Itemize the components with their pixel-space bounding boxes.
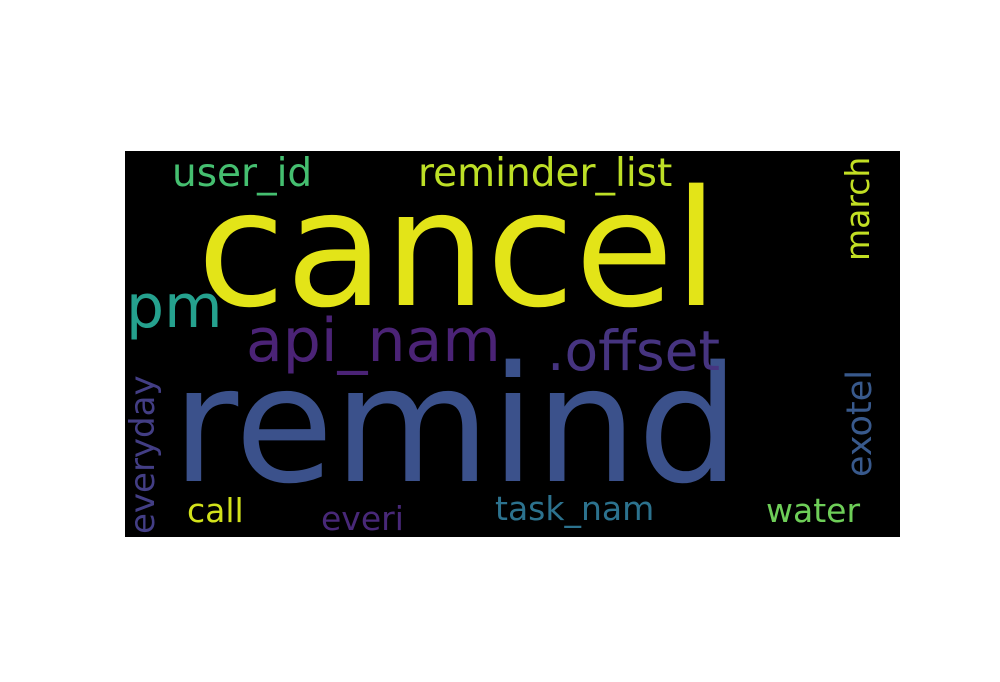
word-user-id: user_id [172,151,313,196]
word-call: call [187,491,244,530]
word-everyday: everyday [125,375,163,534]
word-cancel: cancel [197,156,719,343]
word-task-nam: task_nam [495,489,655,528]
word-remind: remind [172,332,740,519]
word-everi: everi [321,499,404,537]
word-offset: .offset [547,319,721,383]
word-water: water [766,491,861,530]
word-api-nam: api_nam [246,306,501,376]
word-cloud-canvas: cancel remind user_id reminder_list marc… [125,151,900,537]
word-march: march [838,156,877,261]
word-exotel: exotel [840,370,880,477]
word-reminder-list: reminder_list [418,151,673,196]
word-pm: pm [126,272,223,342]
